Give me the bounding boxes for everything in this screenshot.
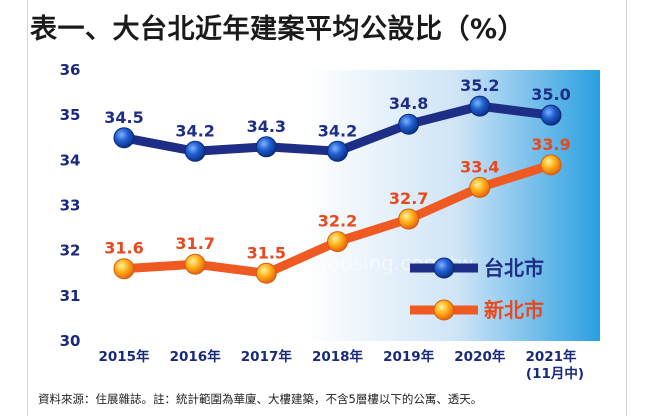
data-label-taipei: 34.2 [175, 121, 214, 140]
y-tick-label: 35 [60, 106, 81, 124]
data-point-newtaipei [469, 176, 491, 198]
x-tick-label: 2018年 [312, 348, 364, 365]
data-point-taipei [113, 127, 135, 149]
x-tick-label: 2016年 [170, 348, 222, 365]
data-point-newtaipei [398, 208, 420, 230]
legend-marker-taipei [433, 257, 455, 279]
data-point-newtaipei [255, 262, 277, 284]
y-tick-label: 31 [60, 287, 81, 305]
data-label-newtaipei: 32.7 [389, 189, 428, 208]
data-point-taipei [398, 113, 420, 135]
y-axis: 30 31 32 33 34 35 36 [60, 61, 81, 350]
data-label-newtaipei: 31.7 [175, 234, 214, 253]
chart-title: 表一、大台北近年建案平均公設比（%） [30, 14, 526, 45]
data-point-taipei [184, 140, 206, 162]
x-tick-note: (11月中) [526, 365, 584, 382]
x-tick-label: 2021年 [525, 348, 577, 365]
data-label-taipei: 34.8 [389, 94, 428, 113]
legend-item-taipei: 台北市 [410, 256, 544, 280]
legend-label-newtaipei: 新北市 [484, 298, 544, 322]
legend: 台北市 新北市 [410, 256, 544, 322]
data-label-taipei: 34.5 [104, 108, 143, 127]
data-point-taipei [255, 136, 277, 158]
data-point-newtaipei [327, 231, 348, 253]
y-tick-label: 33 [60, 197, 81, 215]
data-label-newtaipei: 33.9 [531, 135, 570, 154]
series-layer: 34.5 34.2 34.3 34.2 34.8 35.2 35.0 31.6 31.7 31.5… [104, 76, 571, 284]
y-tick-label: 36 [60, 61, 81, 79]
x-tick-label: 2019年 [383, 348, 435, 365]
x-axis: 2015年 2016年 2017年 2018年 2019年 2020年 2021年(11月中… [98, 348, 584, 382]
data-label-taipei: 34.2 [318, 121, 357, 140]
source-footnote: 資料來源：住展雜誌。註：統計範圍為華廈、大樓建築，不含5層樓以下的公寓、透天。 [38, 392, 483, 406]
data-label-newtaipei: 31.5 [247, 243, 286, 262]
legend-marker-newtaipei [433, 299, 455, 321]
x-tick-label: 2020年 [454, 348, 506, 365]
y-tick-label: 32 [60, 242, 81, 260]
data-label-taipei: 35.0 [531, 85, 570, 104]
legend-item-newtaipei: 新北市 [410, 298, 544, 322]
data-point-newtaipei [184, 253, 206, 275]
data-label-taipei: 34.3 [247, 117, 286, 136]
data-label-newtaipei: 31.6 [104, 239, 143, 258]
data-point-taipei [327, 140, 348, 162]
series-taipei: 34.5 34.2 34.3 34.2 34.8 35.2 35.0 [104, 76, 571, 162]
data-point-taipei [469, 95, 491, 117]
y-tick-label: 30 [60, 332, 81, 350]
data-point-newtaipei [540, 154, 562, 176]
data-point-newtaipei [113, 258, 135, 280]
data-label-taipei: 35.2 [460, 76, 499, 95]
legend-label-taipei: 台北市 [484, 256, 544, 280]
x-tick-label: 2017年 [241, 348, 293, 365]
series-newtaipei: 31.6 31.7 31.5 32.2 32.7 33.4 33.9 [104, 135, 571, 284]
y-tick-label: 34 [60, 151, 81, 169]
data-label-newtaipei: 32.2 [318, 212, 357, 231]
x-tick-label: 2015年 [98, 348, 150, 365]
data-label-newtaipei: 33.4 [460, 157, 499, 176]
data-point-taipei [540, 104, 562, 126]
